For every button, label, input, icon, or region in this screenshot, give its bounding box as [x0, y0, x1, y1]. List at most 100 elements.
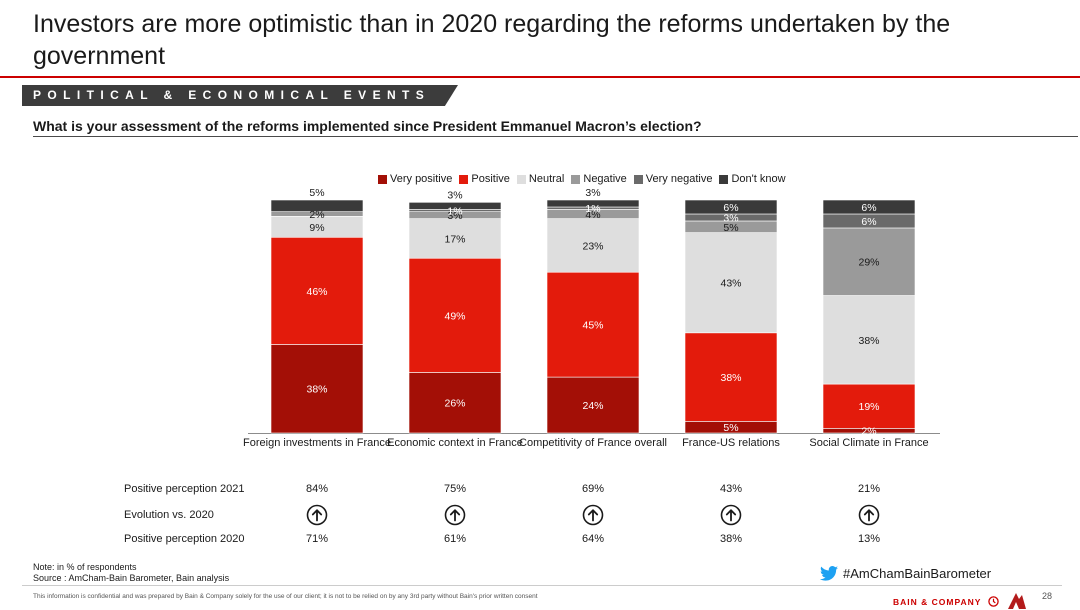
legend-label: Don't know	[731, 173, 786, 185]
footer-rule	[22, 585, 1062, 586]
data-label: 1%	[585, 203, 600, 215]
legend-item: Neutral	[516, 173, 565, 185]
arrow-up-circle-icon	[306, 504, 328, 526]
arrow-up-circle-icon	[858, 504, 880, 526]
twitter-bird-icon	[820, 566, 838, 581]
page-number: 28	[1042, 591, 1053, 601]
legend-label: Positive	[471, 173, 510, 185]
hashtag-text: #AmChamBainBarometer	[843, 566, 992, 581]
bar-segment	[546, 199, 640, 208]
bar-segment	[270, 236, 364, 345]
bar-segment	[822, 227, 916, 296]
data-label: 17%	[444, 233, 465, 245]
table-row-label: Positive perception 2020	[124, 533, 245, 545]
section-label: POLITICAL & ECONOMICAL EVENTS	[33, 88, 431, 102]
data-label: 38%	[858, 335, 879, 347]
data-label: 6%	[723, 202, 738, 214]
data-label: 49%	[444, 310, 465, 322]
arrow-up-circle-icon	[444, 504, 466, 526]
legend-item: Positive	[459, 173, 510, 185]
arrow-up-circle-icon	[582, 504, 604, 526]
bar-segment	[822, 199, 916, 215]
legend-label: Very negative	[645, 173, 713, 185]
data-label: 9%	[309, 222, 324, 234]
chart-legend: Very positive Positive Neutral Negative Very…	[378, 173, 793, 185]
bar-segment	[546, 376, 640, 434]
legend-swatch	[459, 174, 469, 184]
source-text: Source : AmCham-Bain Barometer, Bain ana…	[33, 572, 230, 583]
table-cell: 71%	[305, 533, 329, 545]
table-cell: 84%	[305, 483, 329, 495]
bar-segment	[270, 199, 364, 212]
table-row-label: Positive perception 2021	[124, 483, 245, 495]
table-cell: 21%	[857, 483, 881, 495]
data-label: 26%	[444, 398, 465, 410]
data-label: 3%	[723, 212, 738, 224]
bar-segment	[270, 344, 364, 434]
data-label: 5%	[723, 422, 738, 434]
bar-segment	[408, 257, 502, 373]
legend-item: Very positive	[378, 173, 452, 185]
survey-question: What is your assessment of the reforms i…	[33, 118, 702, 134]
bar-segment	[684, 332, 778, 422]
data-label: 45%	[582, 320, 603, 332]
legend-swatch	[633, 174, 643, 184]
bar-segment	[684, 232, 778, 334]
legend-label: Very positive	[390, 173, 453, 185]
bar-segment	[546, 218, 640, 273]
data-label: 5%	[309, 187, 324, 199]
section-band	[22, 85, 458, 106]
legend-swatch	[378, 174, 387, 184]
data-label: 38%	[306, 384, 327, 396]
bar-segment	[408, 202, 502, 210]
bain-logo-icon	[987, 596, 999, 607]
bar-segment	[684, 199, 778, 215]
table-cell: 38%	[719, 533, 743, 545]
table-cell: 13%	[857, 533, 881, 545]
bar-segment	[822, 383, 916, 429]
data-label: 38%	[720, 372, 741, 384]
note-text: Note: in % of respondents	[33, 562, 137, 572]
category-label: Economic context in France	[387, 437, 523, 449]
category-label: Foreign investments in France	[243, 437, 391, 449]
category-label: Competitivity of France overall	[519, 437, 667, 449]
legend-swatch	[719, 174, 729, 184]
legend-label: Negative	[583, 173, 627, 185]
legend-item: Don't know	[719, 173, 786, 185]
bar-segment	[408, 218, 502, 259]
data-label: 3%	[585, 187, 600, 199]
bain-brand-text: BAIN & COMPANY	[893, 597, 982, 607]
slide-title: Investors are more optimistic than in 20…	[33, 10, 951, 70]
amcham-logo-icon	[1008, 593, 1027, 609]
table-row-label: Evolution vs. 2020	[124, 509, 214, 521]
category-label: Social Climate in France	[809, 437, 929, 449]
question-rule	[33, 136, 1078, 137]
data-label: 4%	[585, 209, 600, 221]
bar-segment	[546, 271, 640, 378]
table-cell: 75%	[443, 483, 467, 495]
data-label: 23%	[582, 240, 603, 252]
data-label: 2%	[861, 426, 876, 438]
data-label: 29%	[858, 257, 879, 269]
table-cell: 43%	[719, 483, 743, 495]
data-label: 43%	[720, 278, 741, 290]
data-label: 2%	[309, 209, 324, 221]
confidentiality-disclaimer: This information is confidential and was…	[33, 593, 538, 600]
data-label: 3%	[447, 189, 462, 201]
data-label: 19%	[858, 401, 879, 413]
bar-segment	[408, 372, 502, 434]
footnote: Note: in % of respondents Source : AmCha…	[33, 562, 229, 583]
data-label: 24%	[582, 400, 603, 412]
legend-label: Neutral	[528, 173, 565, 185]
category-label: France-US relations	[682, 437, 780, 449]
data-label: 5%	[723, 222, 738, 234]
hashtag[interactable]: #AmChamBainBarometer	[820, 566, 991, 581]
table-cell: 69%	[581, 483, 605, 495]
bar-segment	[822, 295, 916, 385]
data-label: 6%	[861, 202, 876, 214]
bain-logo: BAIN & COMPANY	[893, 592, 1028, 610]
legend-swatch	[571, 174, 581, 184]
data-label: 1%	[447, 205, 462, 217]
title-rule	[0, 76, 1080, 78]
